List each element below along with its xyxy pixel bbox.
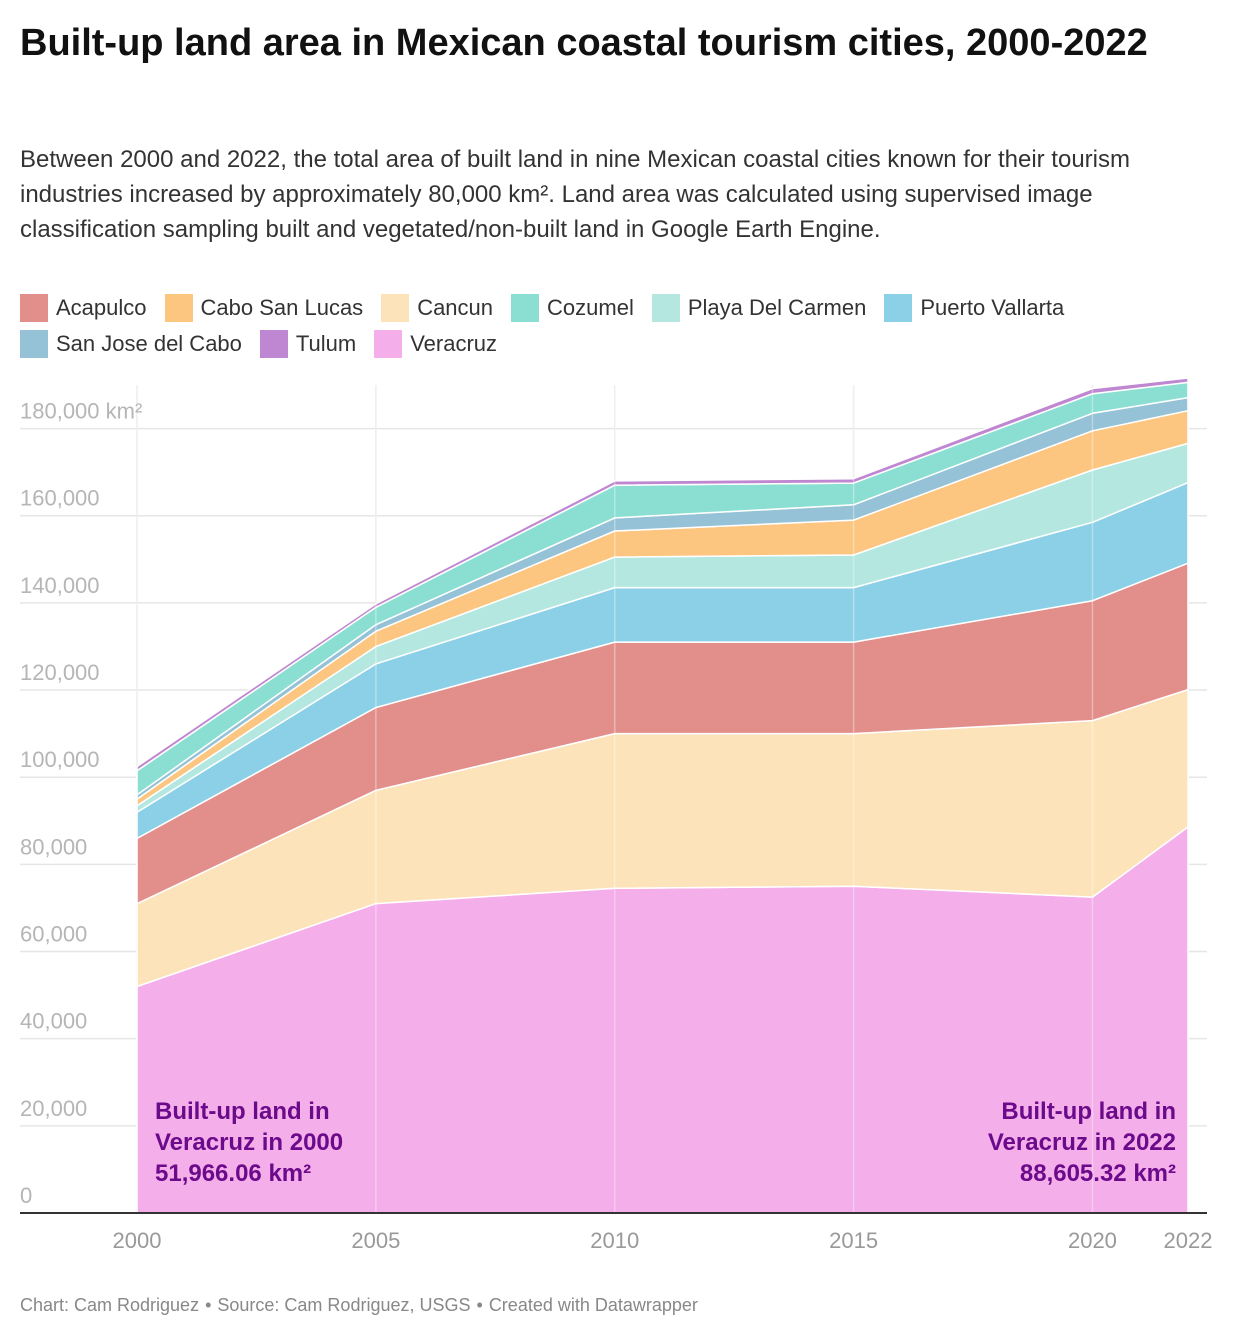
legend-swatch xyxy=(259,330,288,358)
legend-swatch xyxy=(374,330,403,358)
legend-label: Cancun xyxy=(417,295,494,320)
annotation-line: 88,605.32 km² xyxy=(1020,1160,1176,1187)
y-tick-label: 140,000 xyxy=(20,573,100,598)
legend-item-playa-del-carmen: Playa Del Carmen xyxy=(651,294,867,322)
y-tick-label: 160,000 xyxy=(20,486,100,511)
legend-item-acapulco: Acapulco xyxy=(20,294,147,322)
x-tick-label: 2005 xyxy=(351,1228,400,1253)
area-tulum xyxy=(136,377,1189,772)
tool-credit: Created with Datawrapper xyxy=(488,1295,698,1315)
legend-label: Cozumel xyxy=(547,295,634,320)
y-tick-label: 60,000 xyxy=(20,922,87,947)
legend-item-cozumel: Cozumel xyxy=(511,294,634,322)
legend-item-puerto-vallarta: Puerto Vallarta xyxy=(884,294,1064,322)
annotation-line: Veracruz in 2000 xyxy=(155,1129,343,1156)
y-tick-label: 180,000 km² xyxy=(20,399,142,424)
legend-item-cancun: Cancun xyxy=(381,294,493,322)
x-tick-label: 2022 xyxy=(1164,1228,1213,1253)
chart-title: Built-up land area in Mexican coastal to… xyxy=(20,22,1148,64)
annotation-line: Veracruz in 2022 xyxy=(988,1129,1176,1156)
legend-swatch xyxy=(884,294,913,322)
legend-item-tulum: Tulum xyxy=(259,330,357,358)
legend-label: Playa Del Carmen xyxy=(687,295,867,320)
legend-label: Puerto Vallarta xyxy=(920,295,1065,320)
legend-label: Cabo San Lucas xyxy=(200,295,364,320)
annotation-veracruz-2022: Built-up land in Veracruz in 2022 88,605.3… xyxy=(988,1098,1176,1187)
y-tick-label: 120,000 xyxy=(20,660,100,685)
x-tick-label: 2010 xyxy=(590,1228,639,1253)
legend-item-cabo-san-lucas: Cabo San Lucas xyxy=(164,294,364,322)
annotation-line: Built-up land in xyxy=(1001,1098,1176,1125)
legend-label: Tulum xyxy=(295,331,357,356)
source-credit: Source: Cam Rodriguez, USGS xyxy=(217,1295,471,1315)
chart-credit: Chart: Cam Rodriguez xyxy=(20,1295,200,1315)
legend-swatch xyxy=(381,294,410,322)
chart-subtitle: Between 2000 and 2022, the total area of… xyxy=(20,146,1130,243)
footer: Chart: Cam Rodriguez • Source: Cam Rodrigu… xyxy=(20,1295,698,1315)
y-tick-label: 20,000 xyxy=(20,1096,87,1121)
legend-label: Acapulco xyxy=(56,295,147,320)
legend-swatch xyxy=(20,330,48,358)
x-tick-label: 2015 xyxy=(829,1228,878,1253)
legend-swatch xyxy=(164,294,193,322)
legend-item-veracruz: Veracruz xyxy=(374,330,497,358)
legend-swatch xyxy=(511,294,540,322)
y-tick-label: 80,000 xyxy=(20,834,87,859)
legend: Acapulco Cabo San Lucas Cancun Cozumel Playa… xyxy=(20,294,1220,358)
x-gridlines-overlay xyxy=(136,385,1189,1213)
y-tick-label: 100,000 xyxy=(20,747,100,772)
legend-swatch xyxy=(20,294,48,322)
legend-label: Veracruz xyxy=(410,331,498,356)
annotation-line: 51,966.06 km² xyxy=(155,1160,311,1187)
legend-label: San Jose del Cabo xyxy=(56,331,242,356)
annotation-line: Built-up land in xyxy=(155,1098,330,1125)
x-tick-label: 2020 xyxy=(1068,1228,1117,1253)
y-tick-label: 0 xyxy=(20,1183,32,1208)
legend-item-san-jose-del-cabo: San Jose del Cabo xyxy=(20,330,242,358)
y-tick-label: 40,000 xyxy=(20,1009,87,1034)
annotation-veracruz-2000: Built-up land in Veracruz in 2000 51,966.0… xyxy=(155,1098,343,1187)
x-tick-label: 2000 xyxy=(113,1228,162,1253)
legend-swatch xyxy=(651,294,680,322)
area-series-group xyxy=(136,377,1189,1214)
